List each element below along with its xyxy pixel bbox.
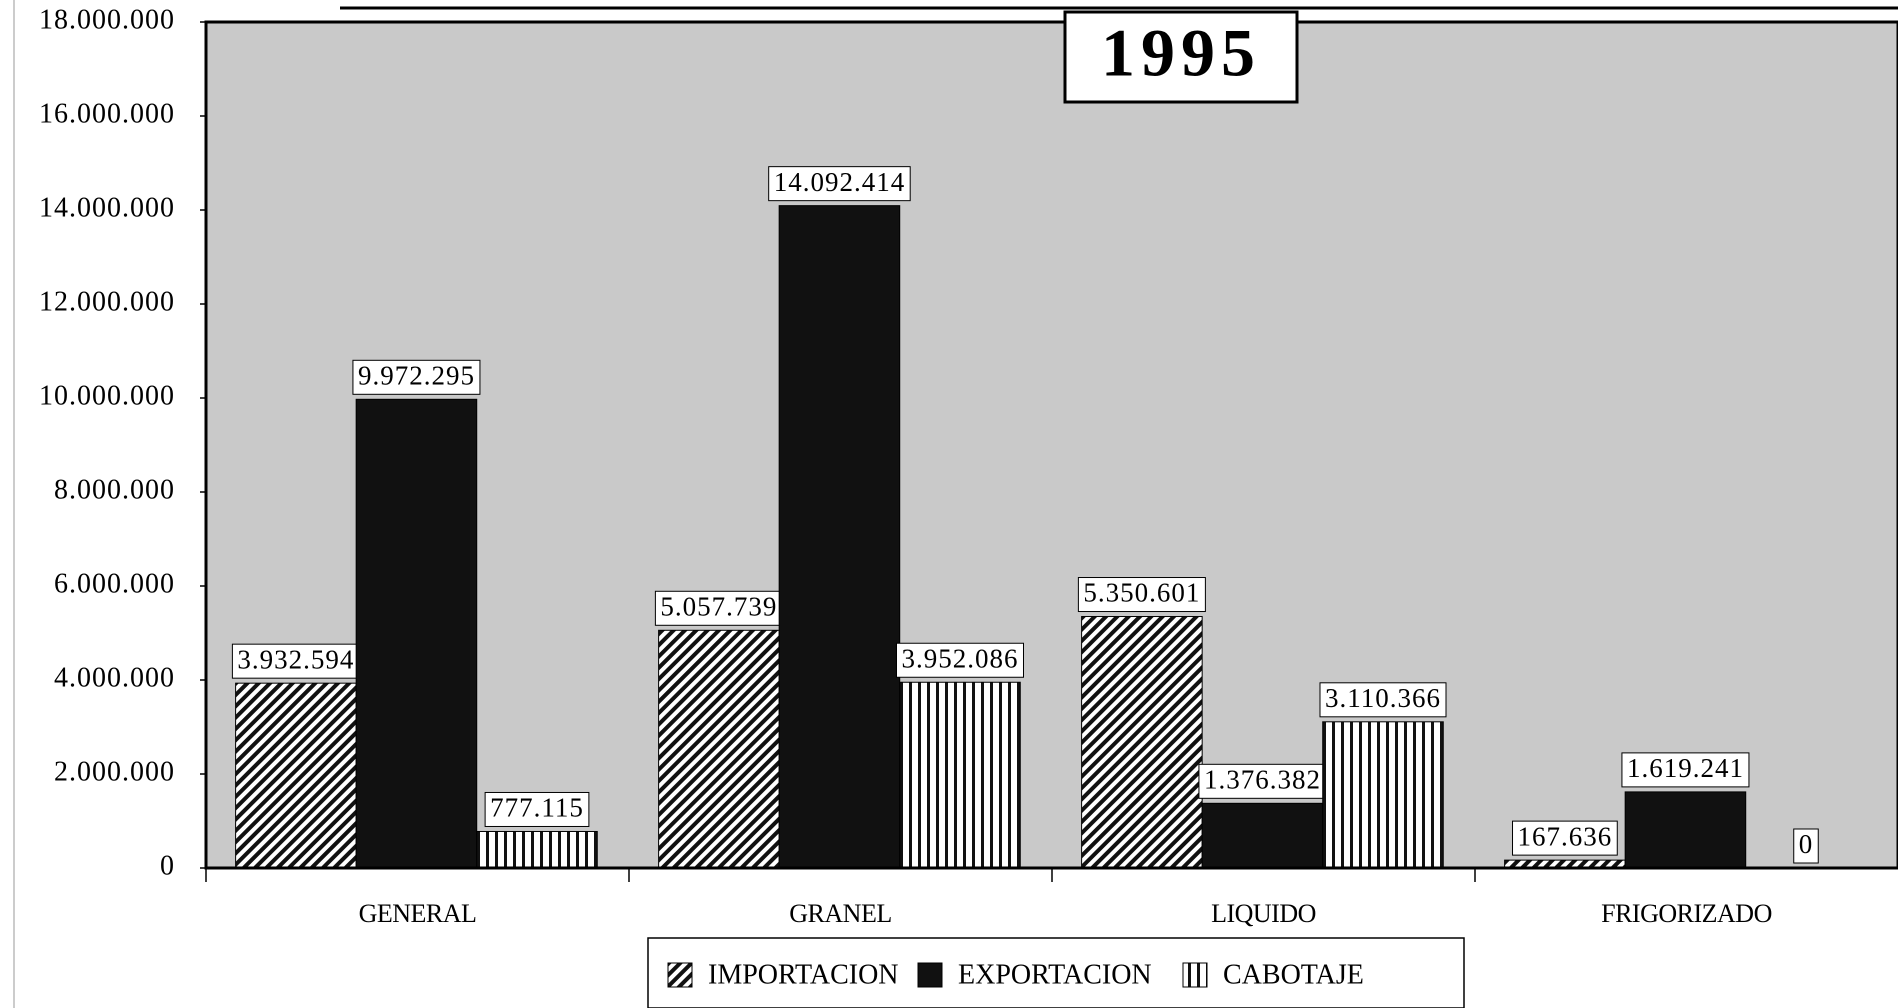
value-label: 9.972.295	[358, 361, 475, 391]
plot-area	[204, 20, 1898, 870]
value-label-box	[1319, 682, 1447, 718]
legend-swatch	[1182, 962, 1208, 988]
value-label-box	[654, 590, 783, 626]
y-tick-label: 2.000.000	[54, 756, 175, 787]
value-label-box	[1793, 828, 1819, 864]
y-tick-label: 8.000.000	[54, 474, 175, 505]
y-tick-label: 14.000.000	[39, 192, 175, 223]
bar	[899, 681, 1021, 869]
bar	[1322, 721, 1444, 869]
y-tick-label: 16.000.000	[39, 98, 175, 129]
bar	[1081, 616, 1203, 869]
legend-label: EXPORTACION	[958, 959, 1152, 990]
value-label-box	[1077, 577, 1206, 613]
value-label: 1.376.382	[1204, 765, 1321, 795]
value-label: 3.932.594	[237, 644, 354, 674]
value-label: 14.092.414	[774, 167, 906, 197]
x-tick-label: GRANEL	[789, 899, 891, 928]
legend-label: CABOTAJE	[1223, 959, 1364, 990]
value-label: 167.636	[1518, 821, 1613, 851]
bar	[476, 830, 598, 869]
y-tick-label: 4.000.000	[54, 662, 175, 693]
y-tick-label: 6.000.000	[54, 568, 175, 599]
legend-swatch	[667, 962, 693, 988]
bar	[778, 205, 901, 869]
value-label-box	[1512, 820, 1618, 856]
value-label-box	[1621, 752, 1750, 788]
value-label-box	[352, 359, 481, 395]
bar	[235, 682, 357, 869]
bar	[355, 398, 478, 869]
legend-box	[647, 937, 1465, 1008]
y-tick-label: 18.000.000	[39, 4, 175, 35]
x-tick-label: LIQUIDO	[1211, 899, 1316, 928]
value-label: 3.952.086	[901, 643, 1018, 673]
title-box	[1063, 10, 1299, 104]
value-label: 5.350.601	[1083, 578, 1200, 608]
value-label: 5.057.739	[660, 591, 777, 621]
value-label-box	[895, 642, 1024, 678]
legend-label: IMPORTACION	[708, 959, 899, 990]
value-label-box	[1198, 763, 1327, 799]
bar	[658, 629, 780, 869]
x-tick-label: FRIGORIZADO	[1601, 899, 1772, 928]
bar	[1201, 802, 1324, 869]
chart-title: 1995	[1101, 15, 1261, 91]
y-tick-label: 0	[160, 850, 175, 881]
legend-swatch	[917, 962, 943, 988]
value-label-box	[484, 791, 590, 827]
y-tick-label: 10.000.000	[39, 380, 175, 411]
value-label-box	[768, 166, 911, 202]
value-label: 777.115	[490, 793, 584, 823]
bar	[1624, 791, 1747, 869]
x-tick-label: GENERAL	[359, 899, 477, 928]
value-label: 1.619.241	[1627, 753, 1744, 783]
value-label: 3.110.366	[1325, 683, 1441, 713]
value-label: 0	[1799, 829, 1814, 859]
y-tick-label: 12.000.000	[39, 286, 175, 317]
